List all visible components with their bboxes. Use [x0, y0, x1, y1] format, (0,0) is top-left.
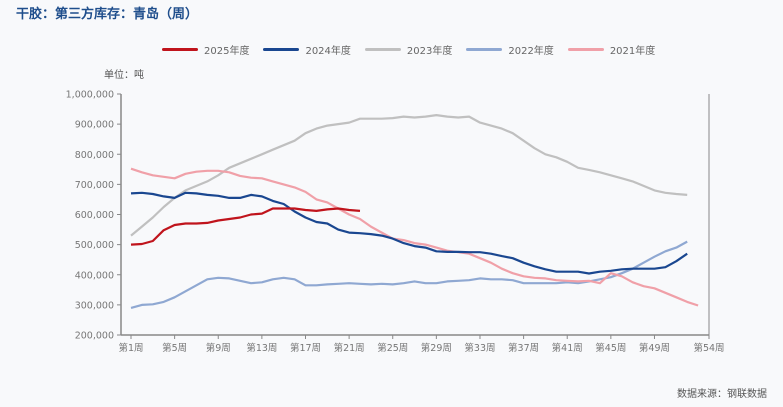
legend-label: 2021年度 — [609, 46, 656, 57]
legend-swatch — [466, 48, 503, 51]
legend-item[interactable]: 2024年度 — [263, 42, 351, 57]
y-tick-label: 300,000 — [75, 300, 114, 311]
legend-label: 2023年度 — [406, 46, 453, 57]
chart-title: 干胶：第三方库存：青岛（周） — [16, 7, 199, 22]
y-tick-label: 400,000 — [75, 270, 114, 281]
source-label: 数据来源：钢联数据 — [677, 389, 767, 400]
y-tick-label: 700,000 — [75, 180, 114, 191]
legend-label: 2024年度 — [305, 46, 351, 57]
series-line-2024年度 — [130, 191, 688, 275]
x-tick-label: 第13周 — [246, 342, 277, 354]
x-tick-label: 第29周 — [421, 342, 452, 354]
y-tick-label: 200,000 — [75, 331, 114, 342]
x-tick-label: 第49周 — [639, 342, 670, 354]
legend: 2025年度 2024年度 2023年度 2022年度 2021年度 — [162, 42, 655, 57]
legend-item[interactable]: 2021年度 — [567, 42, 656, 57]
x-tick-label: 第25周 — [377, 342, 408, 354]
x-tick-label: 第54周 — [693, 342, 724, 354]
series-line-2021年度 — [130, 167, 699, 307]
x-tick-label: 第9周 — [206, 342, 231, 354]
series-line-2022年度 — [130, 240, 688, 309]
x-tick-label: 第45周 — [595, 342, 626, 354]
unit-label: 单位：吨 — [104, 70, 144, 81]
x-tick-label: 第5周 — [162, 342, 187, 354]
y-tick-label: 900,000 — [75, 120, 114, 131]
legend-swatch — [364, 48, 401, 51]
legend-label: 2022年度 — [508, 46, 554, 57]
y-tick-label: 600,000 — [75, 210, 114, 221]
series-line-2025年度 — [130, 207, 361, 246]
y-tick-label: 500,000 — [75, 240, 114, 251]
series-line-2023年度 — [130, 114, 688, 237]
x-tick-label: 第33周 — [464, 342, 495, 354]
legend-item[interactable]: 2022年度 — [466, 42, 554, 57]
legend-swatch — [263, 48, 300, 51]
x-tick-label: 第17周 — [290, 342, 321, 354]
legend-swatch — [567, 48, 604, 51]
x-tick-label: 第37周 — [508, 342, 539, 354]
legend-swatch — [162, 48, 198, 51]
y-tick-label: 1,000,000 — [66, 90, 114, 101]
x-tick-label: 第21周 — [334, 342, 365, 354]
x-tick-label: 第1周 — [118, 342, 143, 354]
x-tick-label: 第41周 — [552, 342, 583, 354]
legend-item[interactable]: 2023年度 — [364, 42, 453, 57]
legend-label: 2025年度 — [204, 46, 250, 57]
legend-item[interactable]: 2025年度 — [162, 42, 249, 57]
y-tick-label: 800,000 — [75, 150, 114, 161]
